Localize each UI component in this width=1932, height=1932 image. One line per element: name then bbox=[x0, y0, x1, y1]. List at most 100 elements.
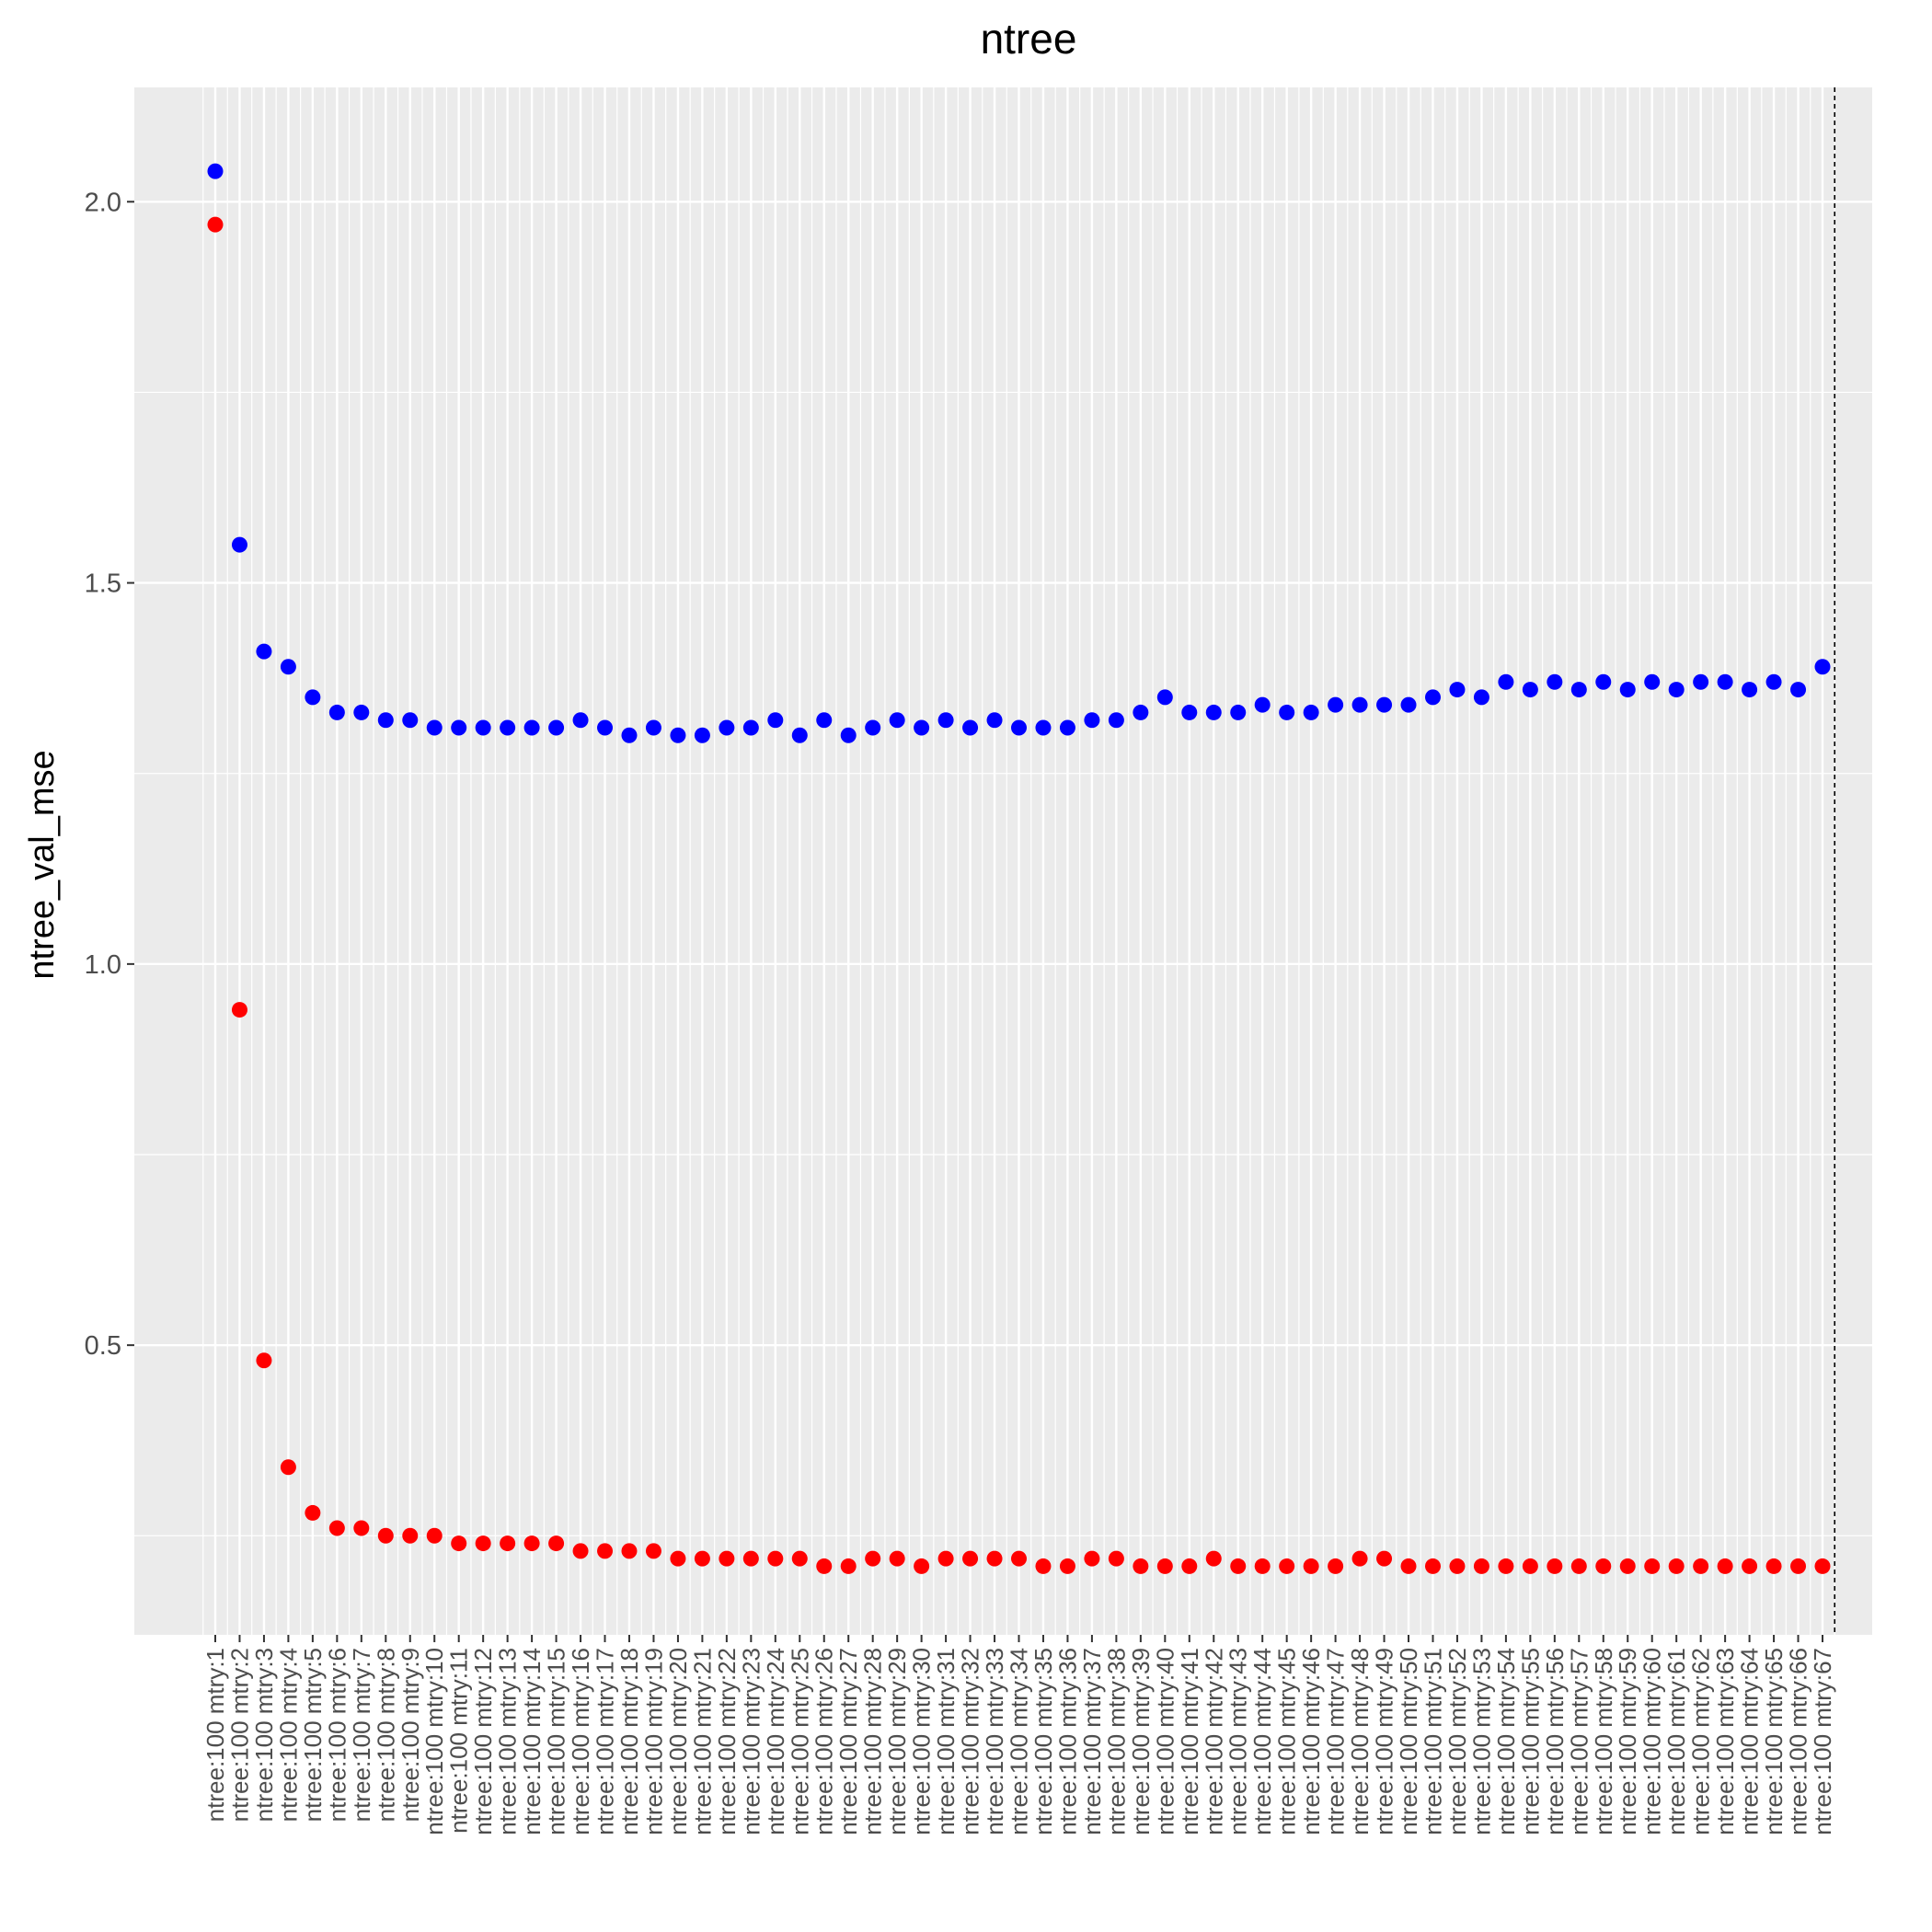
data-point-series-2 bbox=[937, 1550, 954, 1567]
data-point-series-2 bbox=[1498, 1558, 1514, 1574]
data-point-series-1 bbox=[1424, 689, 1441, 706]
data-point-series-1 bbox=[865, 719, 881, 736]
x-tick-label: ntree:100 mtry:56 bbox=[1541, 1648, 1569, 1835]
x-tick-label: ntree:100 mtry:18 bbox=[615, 1648, 643, 1835]
x-tick-label: ntree:100 mtry:42 bbox=[1200, 1648, 1227, 1835]
x-tick-label: ntree:100 mtry:47 bbox=[1322, 1648, 1350, 1835]
data-point-series-1 bbox=[1328, 696, 1344, 713]
data-point-series-2 bbox=[305, 1504, 321, 1521]
x-tick-label: ntree:100 mtry:63 bbox=[1711, 1648, 1739, 1835]
data-point-series-2 bbox=[1547, 1558, 1563, 1574]
y-tick-label: 2.0 bbox=[85, 188, 121, 217]
x-tick-label: ntree:100 mtry:4 bbox=[274, 1648, 302, 1822]
x-tick-label: ntree:100 mtry:49 bbox=[1371, 1648, 1398, 1835]
x-tick-label: ntree:100 mtry:25 bbox=[786, 1648, 813, 1835]
x-tick-label: ntree:100 mtry:29 bbox=[883, 1648, 911, 1835]
data-point-series-2 bbox=[1570, 1558, 1587, 1574]
data-point-series-1 bbox=[1230, 704, 1247, 720]
data-point-series-1 bbox=[1717, 673, 1733, 690]
data-point-series-1 bbox=[1790, 682, 1807, 698]
x-tick-label: ntree:100 mtry:10 bbox=[420, 1648, 448, 1835]
data-point-series-1 bbox=[1254, 696, 1271, 713]
data-point-series-2 bbox=[1765, 1558, 1782, 1574]
data-point-series-2 bbox=[1108, 1550, 1124, 1567]
data-point-series-1 bbox=[207, 163, 224, 179]
x-tick-label: ntree:100 mtry:61 bbox=[1662, 1648, 1690, 1835]
x-tick-label: ntree:100 mtry:54 bbox=[1492, 1648, 1520, 1835]
data-point-series-1 bbox=[962, 719, 979, 736]
data-point-series-2 bbox=[207, 216, 224, 233]
data-point-series-1 bbox=[377, 712, 394, 729]
data-point-series-2 bbox=[1814, 1558, 1831, 1574]
x-tick-label: ntree:100 mtry:57 bbox=[1565, 1648, 1593, 1835]
data-point-series-2 bbox=[1424, 1558, 1441, 1574]
data-point-series-2 bbox=[962, 1550, 979, 1567]
data-point-series-1 bbox=[1473, 689, 1489, 706]
data-point-series-2 bbox=[1449, 1558, 1466, 1574]
data-point-series-2 bbox=[548, 1535, 565, 1552]
x-tick-label: ntree:100 mtry:7 bbox=[348, 1648, 375, 1822]
x-tick-label: ntree:100 mtry:24 bbox=[762, 1648, 789, 1835]
data-point-series-2 bbox=[500, 1535, 516, 1552]
data-point-series-1 bbox=[1181, 704, 1198, 720]
x-tick-label: ntree:100 mtry:6 bbox=[323, 1648, 351, 1822]
data-point-series-1 bbox=[1644, 673, 1661, 690]
data-point-series-1 bbox=[1156, 689, 1173, 706]
x-tick-label: ntree:100 mtry:9 bbox=[397, 1648, 424, 1822]
data-point-series-1 bbox=[1570, 682, 1587, 698]
x-tick-label: ntree:100 mtry:45 bbox=[1273, 1648, 1301, 1835]
x-tick-label: ntree:100 mtry:20 bbox=[664, 1648, 692, 1835]
data-point-series-1 bbox=[791, 727, 808, 743]
data-point-series-2 bbox=[256, 1352, 272, 1369]
data-point-series-2 bbox=[426, 1527, 443, 1544]
x-tick-label: ntree:100 mtry:28 bbox=[859, 1648, 887, 1835]
data-point-series-2 bbox=[1059, 1558, 1075, 1574]
data-point-series-2 bbox=[1742, 1558, 1758, 1574]
data-point-series-2 bbox=[1230, 1558, 1247, 1574]
data-point-series-1 bbox=[889, 712, 905, 729]
data-point-series-2 bbox=[280, 1459, 296, 1476]
x-tick-label: ntree:100 mtry:26 bbox=[811, 1648, 838, 1835]
data-point-series-1 bbox=[231, 536, 247, 553]
data-point-series-2 bbox=[1133, 1558, 1149, 1574]
data-point-series-1 bbox=[1400, 696, 1417, 713]
data-point-series-1 bbox=[256, 643, 272, 660]
data-point-series-1 bbox=[1059, 719, 1075, 736]
data-point-series-1 bbox=[597, 719, 614, 736]
x-tick-label: ntree:100 mtry:67 bbox=[1809, 1648, 1836, 1835]
data-point-series-1 bbox=[572, 712, 589, 729]
data-point-series-2 bbox=[1351, 1550, 1368, 1567]
x-tick-label: ntree:100 mtry:22 bbox=[713, 1648, 741, 1835]
data-point-series-2 bbox=[1473, 1558, 1489, 1574]
data-point-series-2 bbox=[353, 1520, 370, 1536]
data-point-series-2 bbox=[475, 1535, 491, 1552]
data-point-series-1 bbox=[426, 719, 443, 736]
y-tick-label: 0.5 bbox=[85, 1331, 121, 1361]
data-point-series-1 bbox=[1449, 682, 1466, 698]
data-point-series-1 bbox=[402, 712, 419, 729]
x-tick-label: ntree:100 mtry:8 bbox=[372, 1648, 399, 1822]
x-tick-label: ntree:100 mtry:14 bbox=[518, 1648, 546, 1835]
data-point-series-1 bbox=[1279, 704, 1295, 720]
x-tick-label: ntree:100 mtry:46 bbox=[1297, 1648, 1325, 1835]
data-point-series-2 bbox=[1644, 1558, 1661, 1574]
data-point-series-1 bbox=[1376, 696, 1393, 713]
data-point-series-2 bbox=[1011, 1550, 1027, 1567]
data-point-series-1 bbox=[1742, 682, 1758, 698]
x-tick-label: ntree:100 mtry:62 bbox=[1687, 1648, 1715, 1835]
data-point-series-1 bbox=[1619, 682, 1636, 698]
data-point-series-1 bbox=[1814, 659, 1831, 675]
data-point-series-2 bbox=[1693, 1558, 1709, 1574]
data-point-series-2 bbox=[1595, 1558, 1612, 1574]
data-point-series-2 bbox=[889, 1550, 905, 1567]
x-tick-label: ntree:100 mtry:48 bbox=[1346, 1648, 1374, 1835]
data-point-series-1 bbox=[1035, 719, 1052, 736]
data-point-series-2 bbox=[451, 1535, 467, 1552]
data-point-series-2 bbox=[1205, 1550, 1222, 1567]
data-point-series-2 bbox=[816, 1558, 833, 1574]
y-axis-label: ntree_val_mse bbox=[23, 750, 62, 979]
x-tick-label: ntree:100 mtry:43 bbox=[1225, 1648, 1252, 1835]
data-point-series-2 bbox=[1790, 1558, 1807, 1574]
x-tick-label: ntree:100 mtry:34 bbox=[1006, 1648, 1033, 1835]
